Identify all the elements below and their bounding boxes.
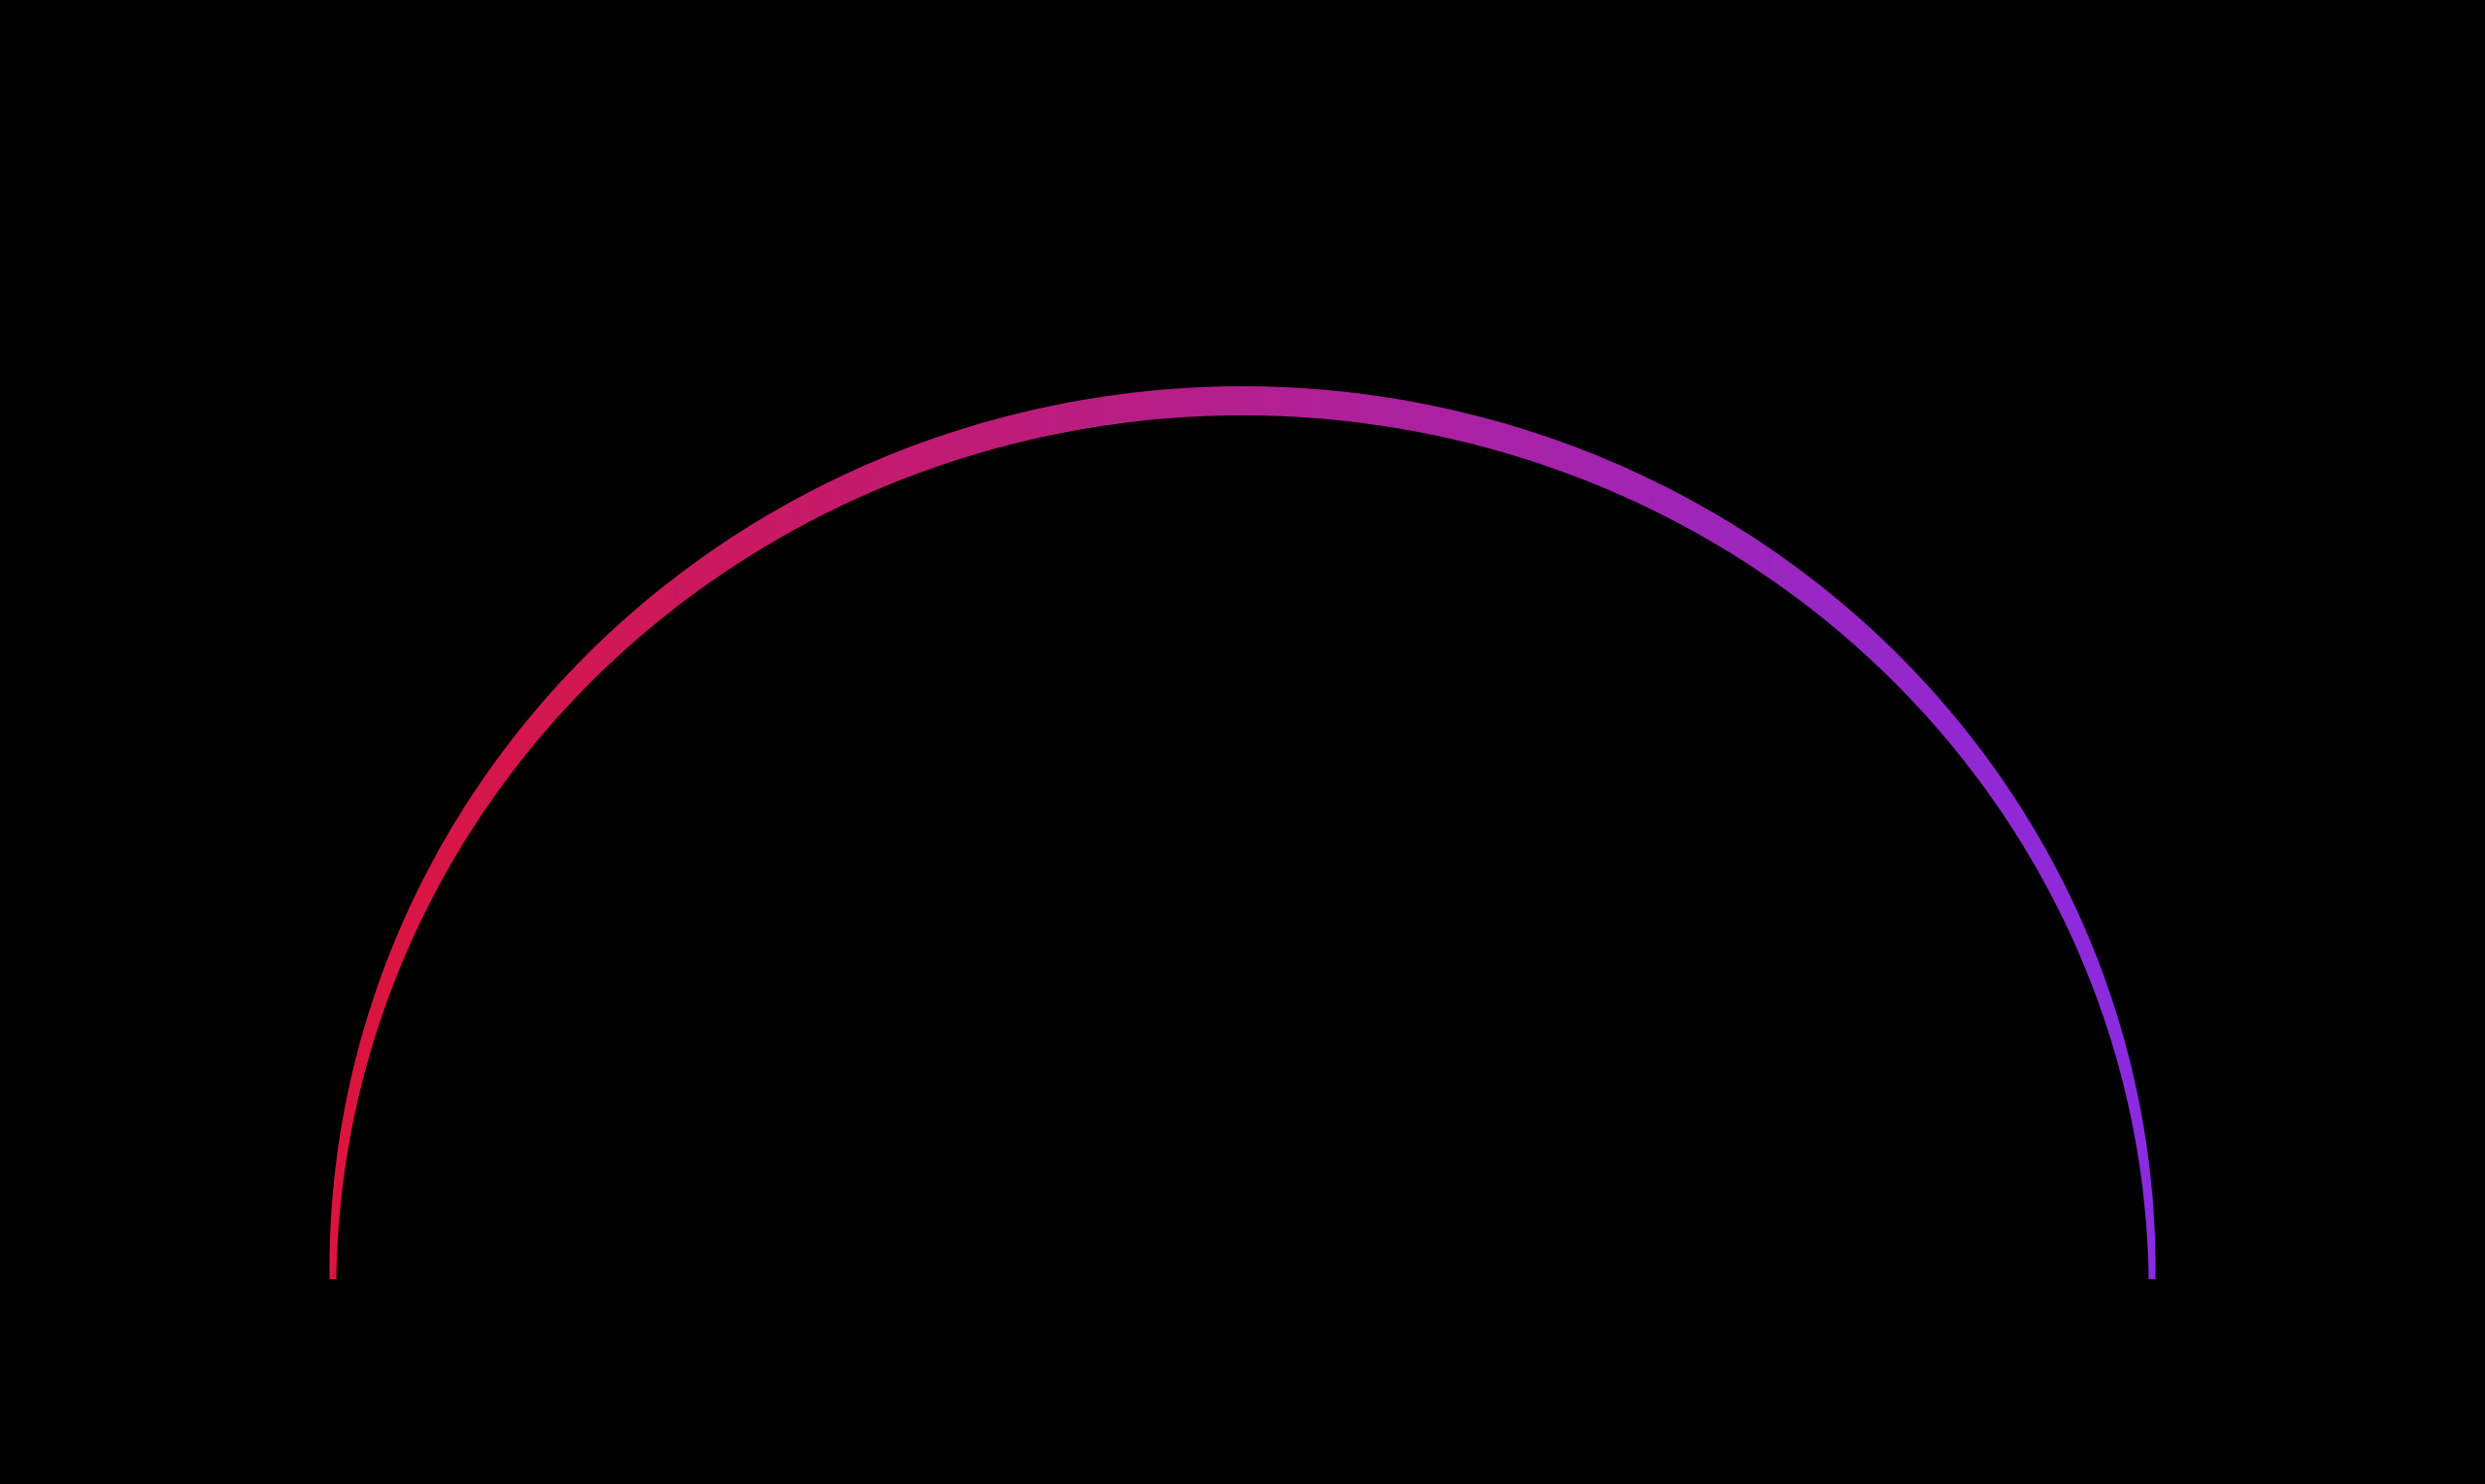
gradient-arc: [329, 386, 2156, 1279]
